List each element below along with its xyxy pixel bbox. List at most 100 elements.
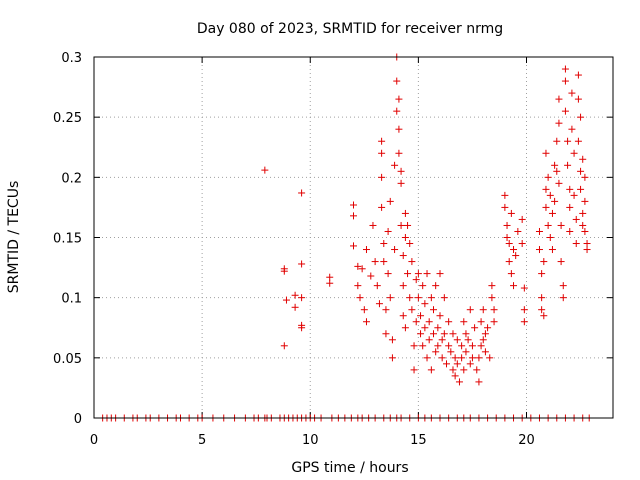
data-point xyxy=(280,342,288,350)
data-point xyxy=(261,166,269,174)
data-point xyxy=(410,342,418,350)
data-point xyxy=(399,252,407,260)
data-point xyxy=(399,282,407,290)
data-point xyxy=(464,336,472,344)
data-point xyxy=(401,234,409,241)
data-point xyxy=(373,282,381,290)
data-point xyxy=(440,330,448,338)
data-point xyxy=(466,360,474,368)
data-point xyxy=(430,306,438,314)
data-point xyxy=(535,246,543,254)
data-point xyxy=(404,270,412,278)
data-point xyxy=(538,294,546,302)
data-point xyxy=(583,240,591,248)
data-point xyxy=(581,197,589,205)
data-point xyxy=(354,282,362,290)
data-point xyxy=(518,215,526,223)
data-point xyxy=(520,284,528,292)
data-point xyxy=(462,348,470,356)
data-point xyxy=(486,354,494,362)
data-point xyxy=(432,282,440,290)
data-point xyxy=(479,336,487,344)
data-point xyxy=(280,267,288,275)
data-point xyxy=(542,203,550,211)
data-point xyxy=(477,318,485,326)
y-tick-label: 0.3 xyxy=(61,51,82,66)
data-point xyxy=(350,242,357,250)
data-point xyxy=(570,149,578,157)
plot-frame xyxy=(93,56,614,419)
data-point xyxy=(354,262,362,270)
data-point xyxy=(399,312,407,320)
data-point xyxy=(412,276,420,284)
data-point xyxy=(350,212,357,220)
data-point xyxy=(555,119,563,127)
data-point xyxy=(406,294,414,302)
data-point xyxy=(479,306,487,314)
data-point xyxy=(574,71,582,79)
y-axis-label: SRMTID / TECUs xyxy=(6,181,22,294)
data-point xyxy=(369,221,377,229)
data-point xyxy=(393,107,401,115)
data-point xyxy=(451,354,459,362)
data-point xyxy=(561,77,569,85)
data-point xyxy=(505,240,513,248)
data-point xyxy=(460,318,468,326)
data-point xyxy=(535,227,543,235)
data-point xyxy=(544,221,552,229)
data-point xyxy=(555,179,563,187)
x-tick-label: 15 xyxy=(410,433,427,448)
data-point xyxy=(583,246,591,254)
data-point xyxy=(397,179,405,187)
data-point xyxy=(512,252,520,260)
data-point xyxy=(386,294,394,302)
data-point xyxy=(298,324,306,332)
data-point xyxy=(362,246,370,254)
data-point xyxy=(397,221,405,229)
data-point xyxy=(505,258,513,266)
data-point xyxy=(577,185,585,193)
data-point xyxy=(553,167,561,175)
data-point xyxy=(427,366,435,374)
data-point xyxy=(520,318,528,326)
data-point xyxy=(356,294,364,302)
data-point xyxy=(453,336,461,344)
data-point xyxy=(503,221,511,229)
data-point xyxy=(401,209,409,217)
data-point xyxy=(360,306,368,314)
data-point xyxy=(380,258,388,266)
data-point xyxy=(417,330,425,338)
y-tick-label: 0.2 xyxy=(61,171,82,186)
data-point xyxy=(432,348,440,356)
data-point xyxy=(572,215,580,223)
data-point xyxy=(574,137,582,145)
data-point xyxy=(577,167,585,175)
data-point xyxy=(395,125,403,133)
data-point xyxy=(421,324,429,332)
data-point xyxy=(555,95,563,103)
data-point xyxy=(430,330,438,338)
data-point xyxy=(542,149,550,157)
data-point xyxy=(362,318,370,326)
data-point xyxy=(503,234,511,241)
data-point xyxy=(546,191,554,199)
data-point xyxy=(568,89,576,97)
data-point xyxy=(384,227,392,235)
data-point xyxy=(419,342,427,350)
data-point xyxy=(559,282,567,290)
data-point xyxy=(458,342,466,350)
data-point xyxy=(570,191,578,199)
data-point xyxy=(440,294,448,302)
data-point xyxy=(425,336,433,344)
data-point xyxy=(471,324,479,332)
data-point xyxy=(378,149,386,157)
data-point xyxy=(449,330,457,338)
data-point xyxy=(557,258,565,266)
data-point xyxy=(507,209,515,217)
data-point xyxy=(564,137,572,145)
data-point xyxy=(412,318,420,326)
data-point xyxy=(475,354,483,362)
data-point xyxy=(298,189,306,197)
data-point xyxy=(442,360,450,368)
